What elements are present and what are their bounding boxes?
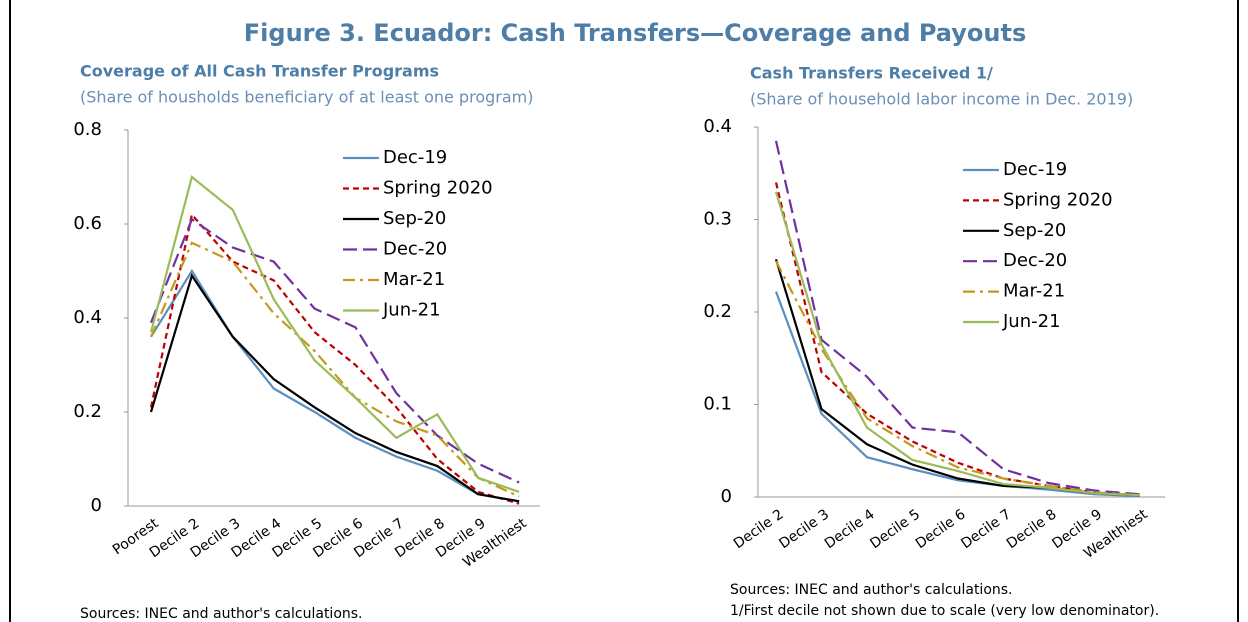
y-tick-label: 0 xyxy=(721,486,732,507)
figure-title: Figure 3. Ecuador: Cash Transfers—Covera… xyxy=(244,19,1026,47)
series-line xyxy=(774,291,1141,498)
y-tick-label: 0.2 xyxy=(703,301,732,322)
chart-title: Coverage of All Cash Transfer Programs xyxy=(80,62,439,81)
legend-label: Dec-20 xyxy=(1003,250,1067,271)
chart-subtitle: (Share of housholds beneficiary of at le… xyxy=(80,88,533,107)
legend-label: Mar-21 xyxy=(1003,281,1065,302)
legend-label: Sep-20 xyxy=(383,208,446,229)
legend-label: Dec-19 xyxy=(383,147,447,168)
legend-label: Dec-19 xyxy=(1003,159,1067,180)
legend-label: Jun-21 xyxy=(1002,311,1061,332)
x-tick-label: Decile 3 xyxy=(776,506,832,552)
x-tick-label: Decile 2 xyxy=(731,506,787,552)
series-line xyxy=(150,268,520,503)
note: 1/First decile not shown due to scale (v… xyxy=(730,603,1159,619)
series-line xyxy=(775,260,1141,497)
x-tick-label: Decile 4 xyxy=(822,506,878,552)
series-line xyxy=(774,258,1141,497)
note: Sources: INEC and author's calculations. xyxy=(80,606,363,622)
series-line xyxy=(149,217,520,484)
x-tick-label: Decile 6 xyxy=(913,506,969,552)
x-tick-label: Decile 8 xyxy=(1004,506,1060,552)
legend-label: Sep-20 xyxy=(1003,220,1066,241)
chart-subtitle: (Share of household labor income in Dec.… xyxy=(750,90,1133,109)
series-line xyxy=(149,273,520,503)
series-line xyxy=(149,241,520,498)
x-tick-label: Decile 5 xyxy=(867,506,923,552)
y-tick-label: 0.8 xyxy=(73,119,102,140)
series-line xyxy=(774,182,1141,497)
series-line xyxy=(149,212,520,505)
legend-label: Mar-21 xyxy=(383,269,445,290)
y-tick-label: 0 xyxy=(91,495,102,516)
chart-title: Cash Transfers Received 1/ xyxy=(750,64,993,83)
y-tick-label: 0.1 xyxy=(703,394,732,415)
series-line xyxy=(149,175,520,493)
legend-label: Dec-20 xyxy=(383,239,447,260)
legend-label: Jun-21 xyxy=(382,300,441,321)
series-line xyxy=(774,140,1141,496)
y-tick-label: 0.4 xyxy=(73,307,102,328)
legend-label: Spring 2020 xyxy=(1003,189,1113,210)
y-tick-label: 0.6 xyxy=(73,213,102,234)
y-tick-label: 0.3 xyxy=(703,209,732,230)
legend-label: Spring 2020 xyxy=(383,178,493,199)
note: Sources: INEC and author's calculations. xyxy=(730,582,1013,598)
x-tick-label: Decile 7 xyxy=(958,506,1014,552)
y-tick-label: 0.2 xyxy=(73,401,102,422)
series-line xyxy=(774,191,1141,497)
y-tick-label: 0.4 xyxy=(703,116,732,137)
